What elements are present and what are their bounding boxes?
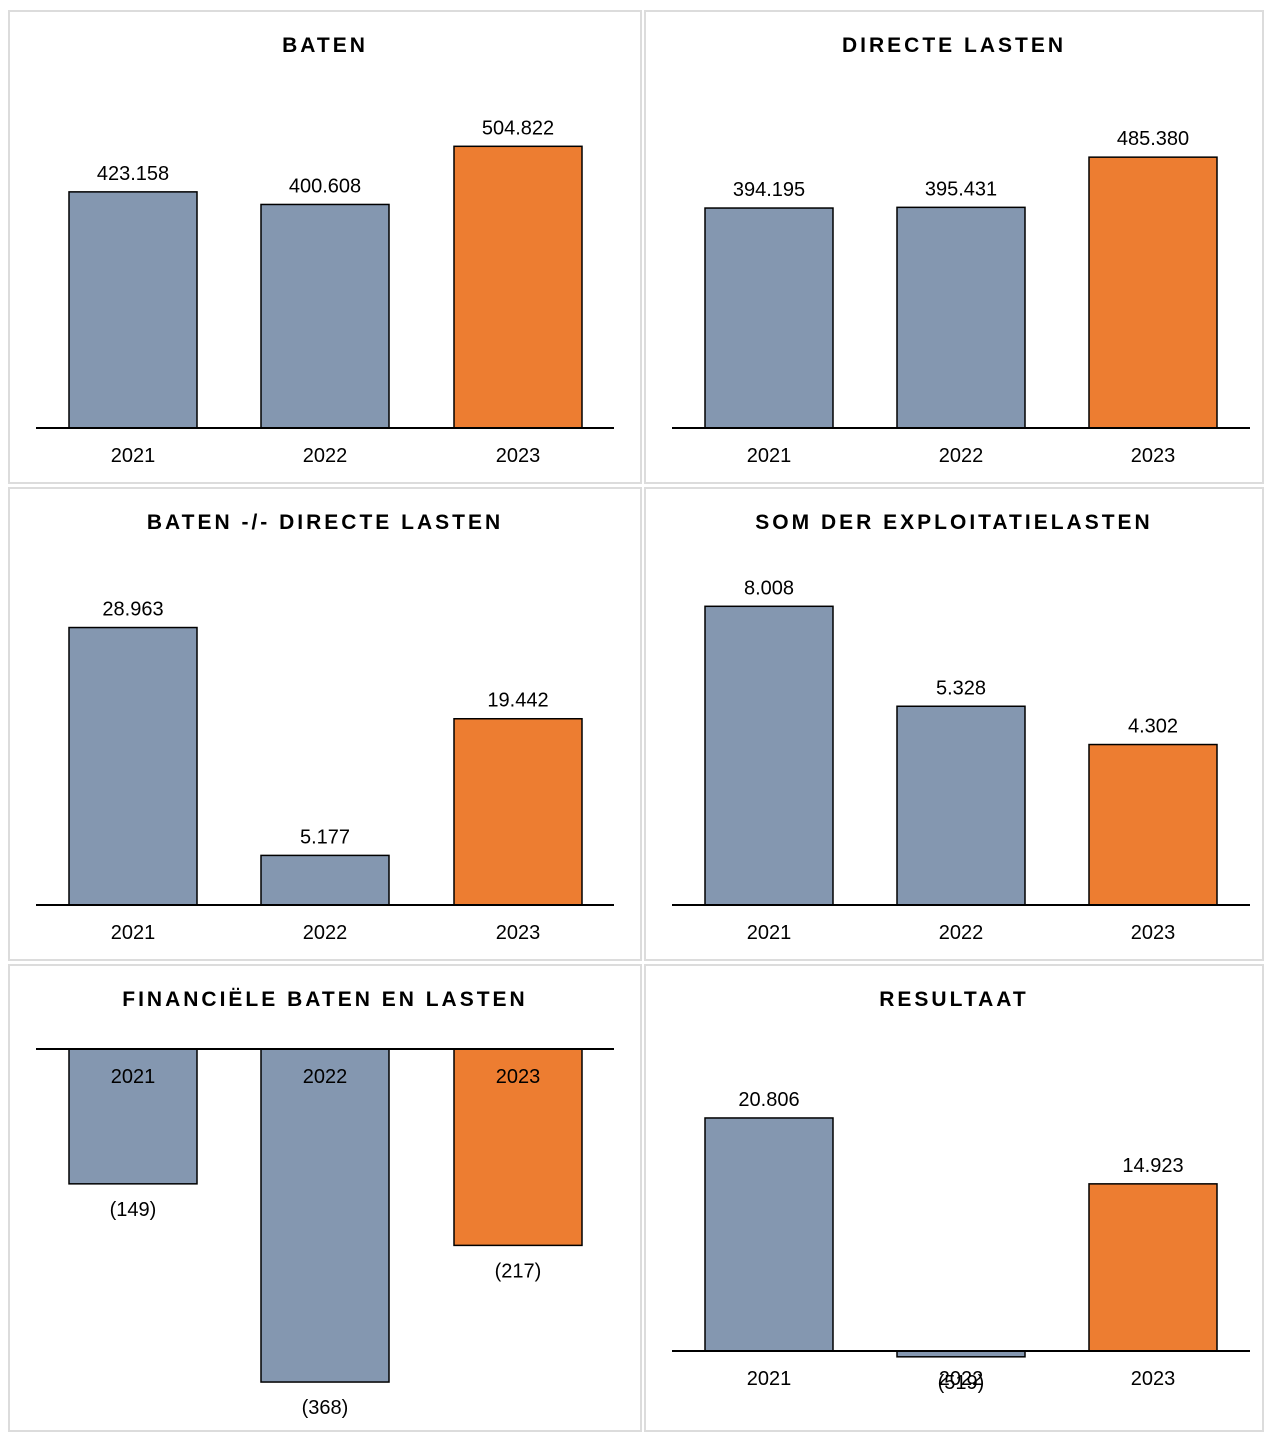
category-label: 2021 bbox=[747, 1368, 792, 1390]
category-label: 2022 bbox=[303, 1066, 348, 1088]
bar-chart-som-der-exploitatielasten: 8.008 2021 5.328 2022 4.302 2023 bbox=[672, 577, 1250, 944]
data-label: 5.328 bbox=[936, 677, 986, 699]
bar bbox=[68, 191, 198, 429]
chart-title: SOM DER EXPLOITATIELASTEN bbox=[755, 511, 1153, 534]
category-label: 2021 bbox=[111, 445, 156, 467]
data-label: 504.822 bbox=[482, 117, 554, 139]
bar bbox=[896, 705, 1026, 906]
category-label: 2021 bbox=[111, 922, 156, 944]
data-label: 28.963 bbox=[102, 599, 163, 621]
category-label: 2022 bbox=[939, 1368, 984, 1390]
bar bbox=[1088, 743, 1218, 906]
data-label: 423.158 bbox=[97, 163, 169, 185]
chart-panel-som-der-exploitatielasten: SOM DER EXPLOITATIELASTEN 8.008 2021 5.328… bbox=[644, 487, 1264, 961]
bar-chart-financiele-baten-en-lasten: (149) 2021 (368) 2022 (217) 2023 bbox=[36, 1048, 614, 1419]
bar bbox=[704, 1117, 834, 1352]
data-label: 5.177 bbox=[300, 826, 350, 848]
data-label: 394.195 bbox=[733, 179, 805, 201]
category-label: 2022 bbox=[939, 922, 984, 944]
bar bbox=[453, 1048, 583, 1247]
category-label: 2023 bbox=[1131, 922, 1176, 944]
data-label: 4.302 bbox=[1128, 716, 1178, 738]
bar-chart-baten: 423.158 2021 400.608 2022 504.822 2023 bbox=[36, 117, 614, 467]
chart-title: FINANCIËLE BATEN EN LASTEN bbox=[122, 988, 528, 1011]
category-label: 2021 bbox=[747, 445, 792, 467]
bar bbox=[453, 145, 583, 429]
category-label: 2021 bbox=[111, 1066, 156, 1088]
bar bbox=[260, 1048, 390, 1383]
data-label: 400.608 bbox=[289, 175, 361, 197]
chart-panel-directe-lasten: DIRECTE LASTEN 394.195 2021 395.431 2022 485… bbox=[644, 10, 1264, 484]
data-label: (368) bbox=[302, 1397, 349, 1419]
bar bbox=[453, 717, 583, 906]
bar-chart-resultaat: 20.806 2021 (519)2022 14.923 2023 bbox=[672, 1089, 1250, 1394]
data-label: 485.380 bbox=[1117, 128, 1189, 150]
bar bbox=[704, 605, 834, 906]
bar bbox=[1088, 156, 1218, 429]
chart-title: BATEN -/- DIRECTE LASTEN bbox=[146, 511, 504, 534]
chart-title: RESULTAAT bbox=[879, 988, 1029, 1011]
bar bbox=[704, 207, 834, 429]
data-label: 8.008 bbox=[744, 577, 794, 599]
bar bbox=[260, 854, 390, 906]
category-label: 2023 bbox=[1131, 1368, 1176, 1390]
data-label: 14.923 bbox=[1122, 1155, 1183, 1177]
bar bbox=[896, 206, 1026, 429]
category-label: 2022 bbox=[303, 445, 348, 467]
bar-chart-baten-minus-directe-lasten: 28.963 2021 5.177 2022 19.442 2023 bbox=[36, 599, 614, 944]
bar bbox=[68, 1048, 198, 1185]
data-label: (217) bbox=[495, 1260, 542, 1282]
bar bbox=[260, 203, 390, 429]
bar bbox=[68, 626, 198, 906]
chart-panel-resultaat: RESULTAAT 20.806 2021 (519) 2022 14.923 2023 bbox=[644, 964, 1264, 1432]
category-label: 2022 bbox=[939, 445, 984, 467]
data-label: 395.431 bbox=[925, 178, 997, 200]
chart-panel-baten-minus-directe-lasten: BATEN -/- DIRECTE LASTEN 28.963 2021 5.177… bbox=[8, 487, 642, 961]
category-label: 2022 bbox=[303, 922, 348, 944]
data-label: 20.806 bbox=[738, 1089, 799, 1111]
category-label: 2021 bbox=[747, 922, 792, 944]
chart-panel-financiele-baten-en-lasten: FINANCIËLE BATEN EN LASTEN (149) 2021 (368… bbox=[8, 964, 642, 1432]
chart-title: BATEN bbox=[282, 34, 368, 57]
category-label: 2023 bbox=[1131, 445, 1176, 467]
data-label: 19.442 bbox=[487, 690, 548, 712]
bar-chart-directe-lasten: 394.195 2021 395.431 2022 485.380 2023 bbox=[672, 128, 1250, 467]
category-label: 2023 bbox=[496, 1066, 541, 1088]
category-label: 2023 bbox=[496, 445, 541, 467]
data-label: (149) bbox=[110, 1199, 157, 1221]
bar bbox=[1088, 1183, 1218, 1352]
chart-title: DIRECTE LASTEN bbox=[841, 34, 1066, 57]
category-label: 2023 bbox=[496, 922, 541, 944]
data-label: (519) bbox=[938, 1372, 985, 1394]
chart-panel-baten: BATEN 423.158 2021 400.608 2022 504.822 2023 bbox=[8, 10, 642, 484]
